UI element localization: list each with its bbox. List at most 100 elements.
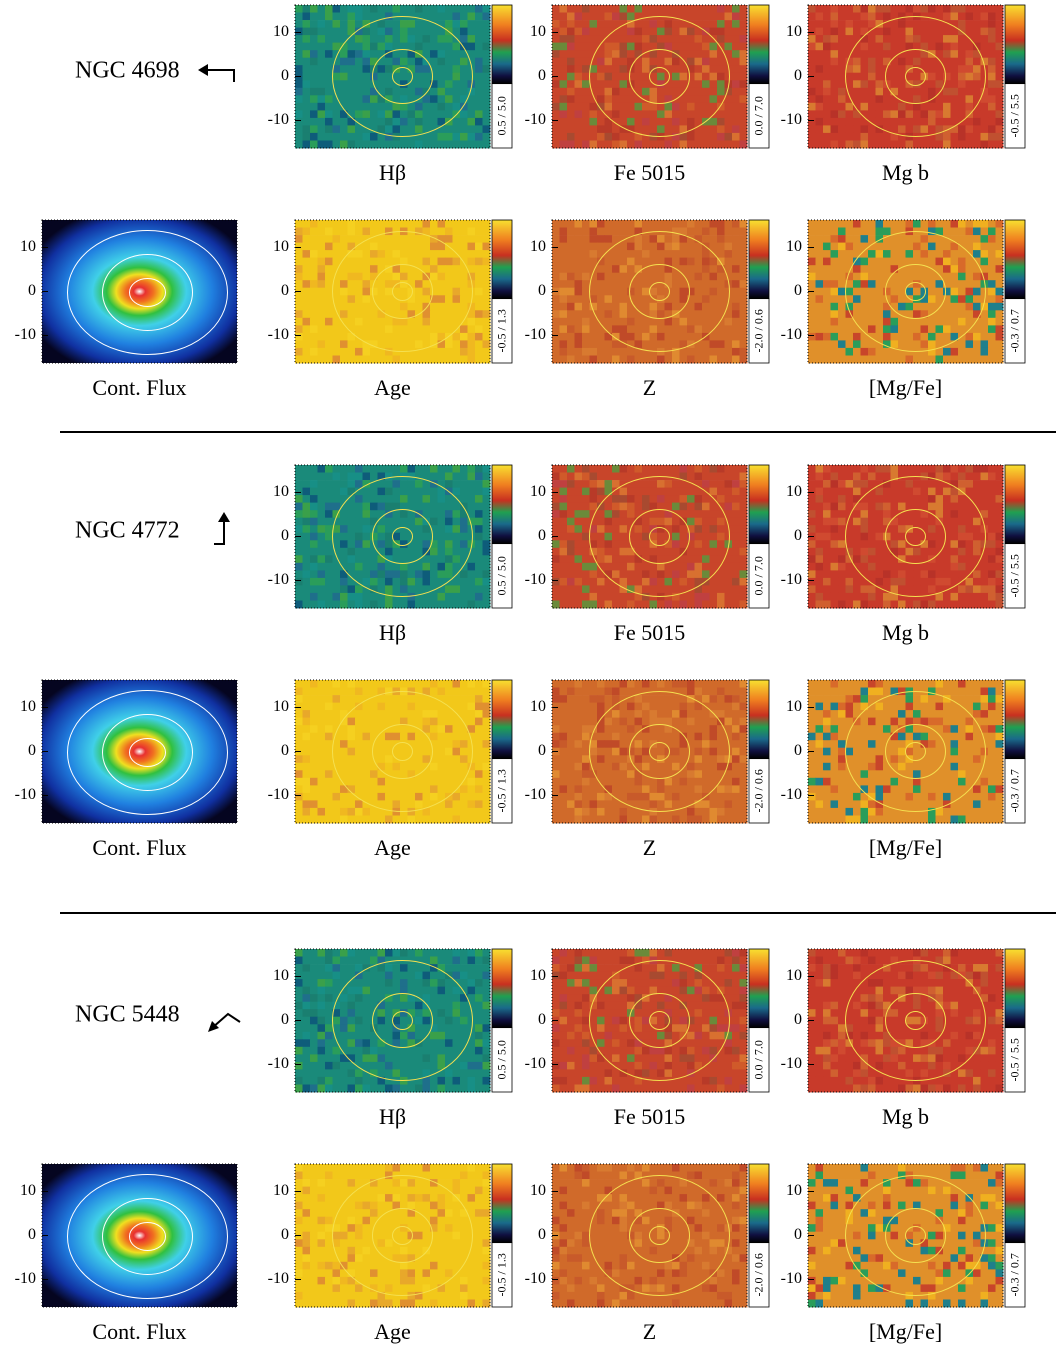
map-pixel: [664, 42, 673, 51]
map-pixel: [340, 35, 348, 43]
map-pixel: [362, 5, 371, 13]
map-pixel: [935, 510, 944, 519]
map-pixel: [838, 117, 846, 126]
map-pixel: [619, 65, 628, 74]
map-pixel: [400, 487, 408, 496]
map-pixel: [430, 287, 438, 296]
map-pixel: [295, 310, 303, 319]
map-pixel: [317, 487, 326, 496]
map-pixel: [830, 42, 839, 51]
map-pixel: [724, 310, 733, 319]
map-pixel: [860, 257, 869, 266]
map-pixel: [853, 495, 861, 503]
map-pixel: [838, 472, 846, 481]
map-pixel: [475, 472, 483, 481]
map-pixel: [717, 465, 725, 473]
map-pixel: [649, 57, 658, 66]
map-pixel: [295, 5, 303, 13]
map-pixel: [437, 132, 446, 141]
map-pixel: [995, 540, 1004, 549]
map-pixel: [724, 600, 733, 609]
map-pixel: [422, 265, 431, 274]
map-pixel: [687, 310, 695, 319]
map-pixel: [362, 695, 371, 703]
map-pixel: [845, 325, 854, 334]
map-pixel: [694, 295, 703, 304]
map-pixel: [649, 502, 658, 511]
map-pixel: [875, 600, 884, 609]
map-pixel: [808, 472, 816, 481]
map-pixel: [905, 132, 914, 141]
map-pixel: [574, 502, 583, 511]
map-pixel: [687, 540, 695, 549]
map-pixel: [958, 272, 966, 281]
map-pixel: [853, 472, 861, 481]
map-pixel: [672, 5, 680, 13]
map-pixel: [995, 140, 1004, 149]
map-pixel: [935, 95, 944, 104]
map-pixel: [898, 27, 906, 36]
map-pixel: [702, 227, 710, 236]
map-pixel: [370, 102, 378, 111]
map-pixel: [928, 140, 936, 149]
map-pixel: [347, 80, 356, 89]
map-pixel: [612, 600, 620, 609]
map-pixel: [868, 27, 876, 36]
map-pixel: [845, 80, 854, 89]
map-pixel: [582, 110, 590, 119]
contour: [629, 49, 690, 104]
map-pixel: [913, 577, 921, 586]
map-pixel: [407, 50, 416, 59]
map-pixel: [664, 480, 673, 488]
map-pixel: [890, 140, 899, 149]
map-pixel: [317, 687, 326, 696]
map-pixel: [830, 547, 839, 556]
map-pixel: [808, 87, 816, 96]
map-pixel: [582, 35, 590, 43]
map-pixel: [355, 785, 363, 794]
map-pixel: [452, 302, 461, 311]
map-pixel: [325, 140, 333, 149]
map-pixel: [980, 132, 989, 141]
map-pixel: [460, 87, 468, 96]
map-pixel: [890, 20, 899, 28]
map-pixel: [709, 287, 718, 296]
map-pixel: [612, 110, 620, 119]
map-pixel: [582, 355, 590, 364]
map-pixel: [582, 132, 590, 141]
map-pixel: [559, 257, 568, 266]
map-pixel: [385, 592, 393, 601]
map-pixel: [325, 272, 333, 281]
map-pixel: [694, 235, 703, 243]
map-pixel: [437, 242, 446, 251]
map-pixel: [935, 310, 944, 319]
map-pixel: [687, 510, 695, 519]
map-pixel: [732, 317, 740, 326]
map-pixel: [717, 480, 725, 488]
map-pixel: [995, 5, 1004, 13]
map-pixel: [317, 785, 326, 794]
map-pixel: [943, 487, 951, 496]
map-pixel: [883, 72, 891, 81]
contour: [332, 231, 473, 352]
map-pixel: [672, 65, 680, 74]
map-pixel: [672, 325, 680, 334]
map-pixel: [702, 50, 710, 59]
map-pixel: [905, 27, 914, 36]
map-pixel: [973, 110, 981, 119]
map-pixel: [890, 87, 899, 96]
map-pixel: [347, 117, 356, 126]
map-pixel: [325, 592, 333, 601]
map-pixel: [355, 562, 363, 571]
map-pixel: [317, 747, 326, 756]
map-pixel: [980, 220, 989, 228]
map-pixel: [973, 347, 981, 356]
map-pixel: [687, 577, 695, 586]
map-pixel: [920, 532, 929, 541]
map-pixel: [875, 472, 884, 481]
axes-frame: [807, 4, 1004, 149]
map-pixel: [452, 132, 461, 141]
map-pixel: [642, 480, 650, 488]
map-pixel: [672, 465, 680, 473]
